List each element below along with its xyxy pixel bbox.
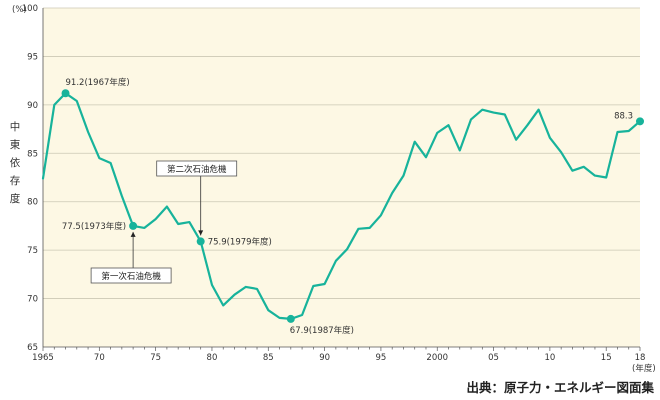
highlight-label: 77.5(1973年度) — [62, 221, 126, 232]
callout-label: 第二次石油危機 — [167, 164, 227, 175]
y-tick-label: 70 — [27, 295, 38, 305]
y-axis-label-char: 度 — [10, 192, 21, 205]
x-tick-label: 95 — [376, 353, 387, 363]
y-axis-unit: (%) — [12, 5, 27, 15]
x-tick-label: 80 — [207, 353, 218, 363]
y-tick-label: 100 — [22, 4, 38, 14]
y-tick-label: 90 — [27, 101, 38, 111]
callout-box — [90, 267, 172, 284]
x-tick-label: 1965 — [32, 353, 54, 363]
highlight-point — [636, 117, 644, 126]
callout-box — [156, 160, 238, 177]
highlight-points: 91.2(1967年度) 77.5(1973年度) 75.9(1979年度) 67.9… — [61, 77, 644, 336]
x-tick-label: 70 — [94, 353, 105, 363]
x-tick-label: 2000 — [426, 353, 448, 363]
source-note: 出典：原子力・エネルギー図面集 — [466, 380, 654, 395]
x-tick-label: 10 — [544, 353, 555, 363]
highlight-label: 75.9(1979年度) — [208, 236, 272, 247]
x-tick-label: 90 — [319, 353, 330, 363]
plot-background — [43, 8, 640, 347]
callout-arrowhead — [130, 231, 136, 237]
x-tick-label: 15 — [601, 353, 612, 363]
y-axis-label-char: 存 — [10, 174, 21, 187]
y-tick-label: 80 — [27, 198, 38, 208]
series-line-group — [41, 92, 642, 320]
y-axis-label-char: 東 — [10, 138, 21, 151]
grid-lines — [42, 7, 640, 348]
x-tick-label: 18 — [635, 353, 646, 363]
y-axis-ticks: 65 70 75 80 85 90 95 100 — [22, 4, 38, 353]
highlight-point — [196, 237, 205, 246]
highlight-label: 88.3 — [614, 111, 633, 121]
x-axis-ticks: 1965 70 75 80 85 90 95 2000 05 10 15 18 — [32, 347, 645, 363]
highlight-label: 67.9(1987年度) — [290, 325, 354, 336]
y-tick-label: 75 — [27, 246, 38, 256]
x-tick-label: 85 — [263, 353, 274, 363]
callout-label: 第一次石油危機 — [101, 271, 161, 282]
x-tick-label: 75 — [150, 353, 161, 363]
y-tick-label: 95 — [27, 52, 38, 62]
x-axis-unit: (年度) — [632, 363, 656, 374]
callouts: 第一次石油危機 第二次石油危機 — [90, 160, 238, 284]
callout-arrowhead — [198, 230, 204, 236]
series-line — [41, 92, 642, 320]
highlight-label: 91.2(1967年度) — [66, 77, 130, 88]
highlight-point — [129, 221, 138, 230]
y-tick-label: 65 — [27, 343, 38, 353]
x-tick-label: 05 — [488, 353, 499, 363]
highlight-point — [286, 314, 295, 323]
y-axis-label-char: 依 — [10, 156, 21, 169]
y-tick-label: 85 — [27, 149, 38, 159]
highlight-point — [61, 89, 70, 98]
y-axis-label-char: 中 — [10, 120, 21, 133]
